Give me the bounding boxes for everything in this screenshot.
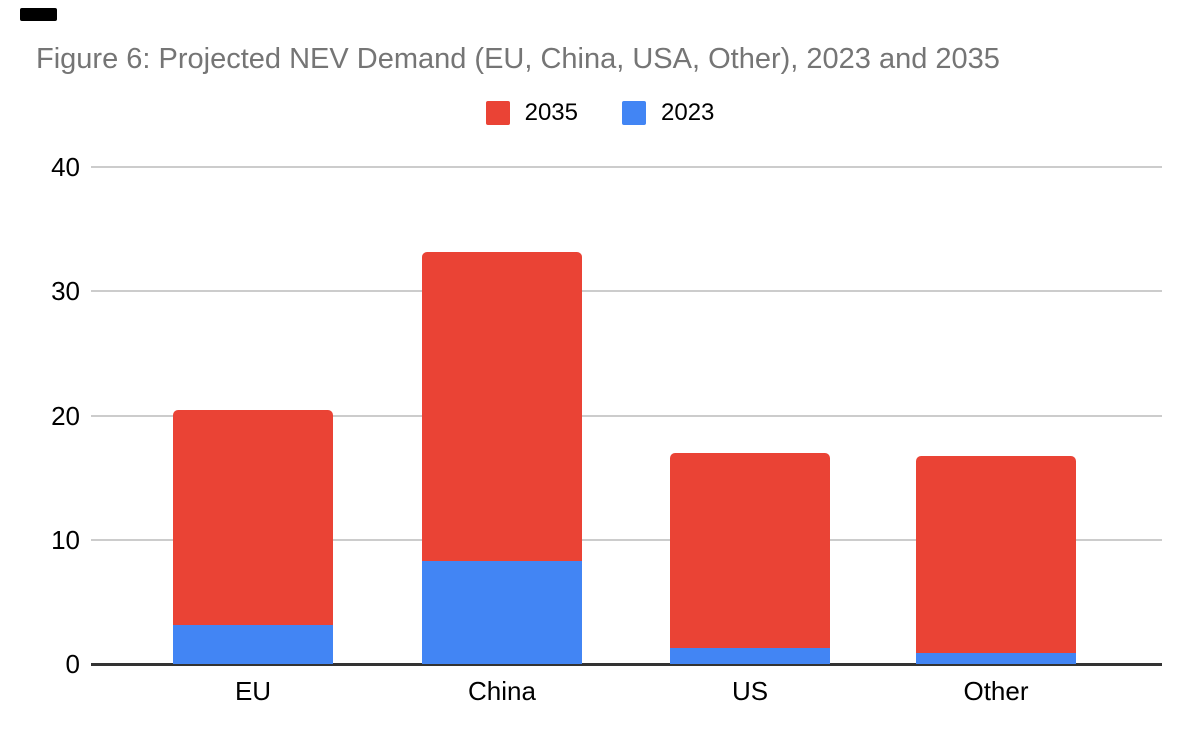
bar-other-2035: [916, 456, 1076, 653]
legend-swatch-2023: [622, 101, 646, 125]
chart-legend: 2035 2023: [0, 99, 1200, 127]
legend-item-2023: 2023: [622, 99, 714, 127]
x-tick-label-us: US: [731, 676, 769, 706]
bar-eu-2035: [173, 410, 333, 625]
y-tick-label-40: 40: [51, 152, 80, 183]
legend-item-2035: 2035: [485, 99, 578, 127]
chart-title: Figure 6: Projected NEV Demand (EU, Chin…: [36, 43, 1000, 75]
gridline-20: [91, 414, 1162, 417]
y-tick-label-0: 0: [65, 649, 80, 679]
y-tick-label-30: 30: [51, 276, 80, 307]
bar-china-2023: [422, 561, 582, 664]
bar-us-2023: [670, 648, 830, 664]
y-tick-label-20: 20: [51, 400, 80, 431]
legend-swatch-2035: [485, 101, 510, 125]
bar-us-2035: [670, 453, 830, 648]
black-mark-artifact: [20, 8, 57, 21]
gridline-40: [91, 166, 1162, 169]
bar-other-2023: [916, 653, 1076, 664]
legend-label-2035: 2035: [524, 99, 578, 126]
x-tick-label-other: Other: [963, 676, 1029, 706]
y-tick-label-10: 10: [51, 524, 80, 555]
bar-eu-2023: [173, 625, 333, 664]
gridline-30: [91, 290, 1162, 293]
gridline-10: [91, 538, 1162, 541]
x-tick-label-eu: EU: [234, 676, 272, 706]
x-axis-line: [91, 663, 1162, 666]
x-tick-label-china: China: [468, 676, 536, 706]
bar-china-2035: [422, 252, 582, 561]
legend-label-2023: 2023: [661, 99, 715, 126]
